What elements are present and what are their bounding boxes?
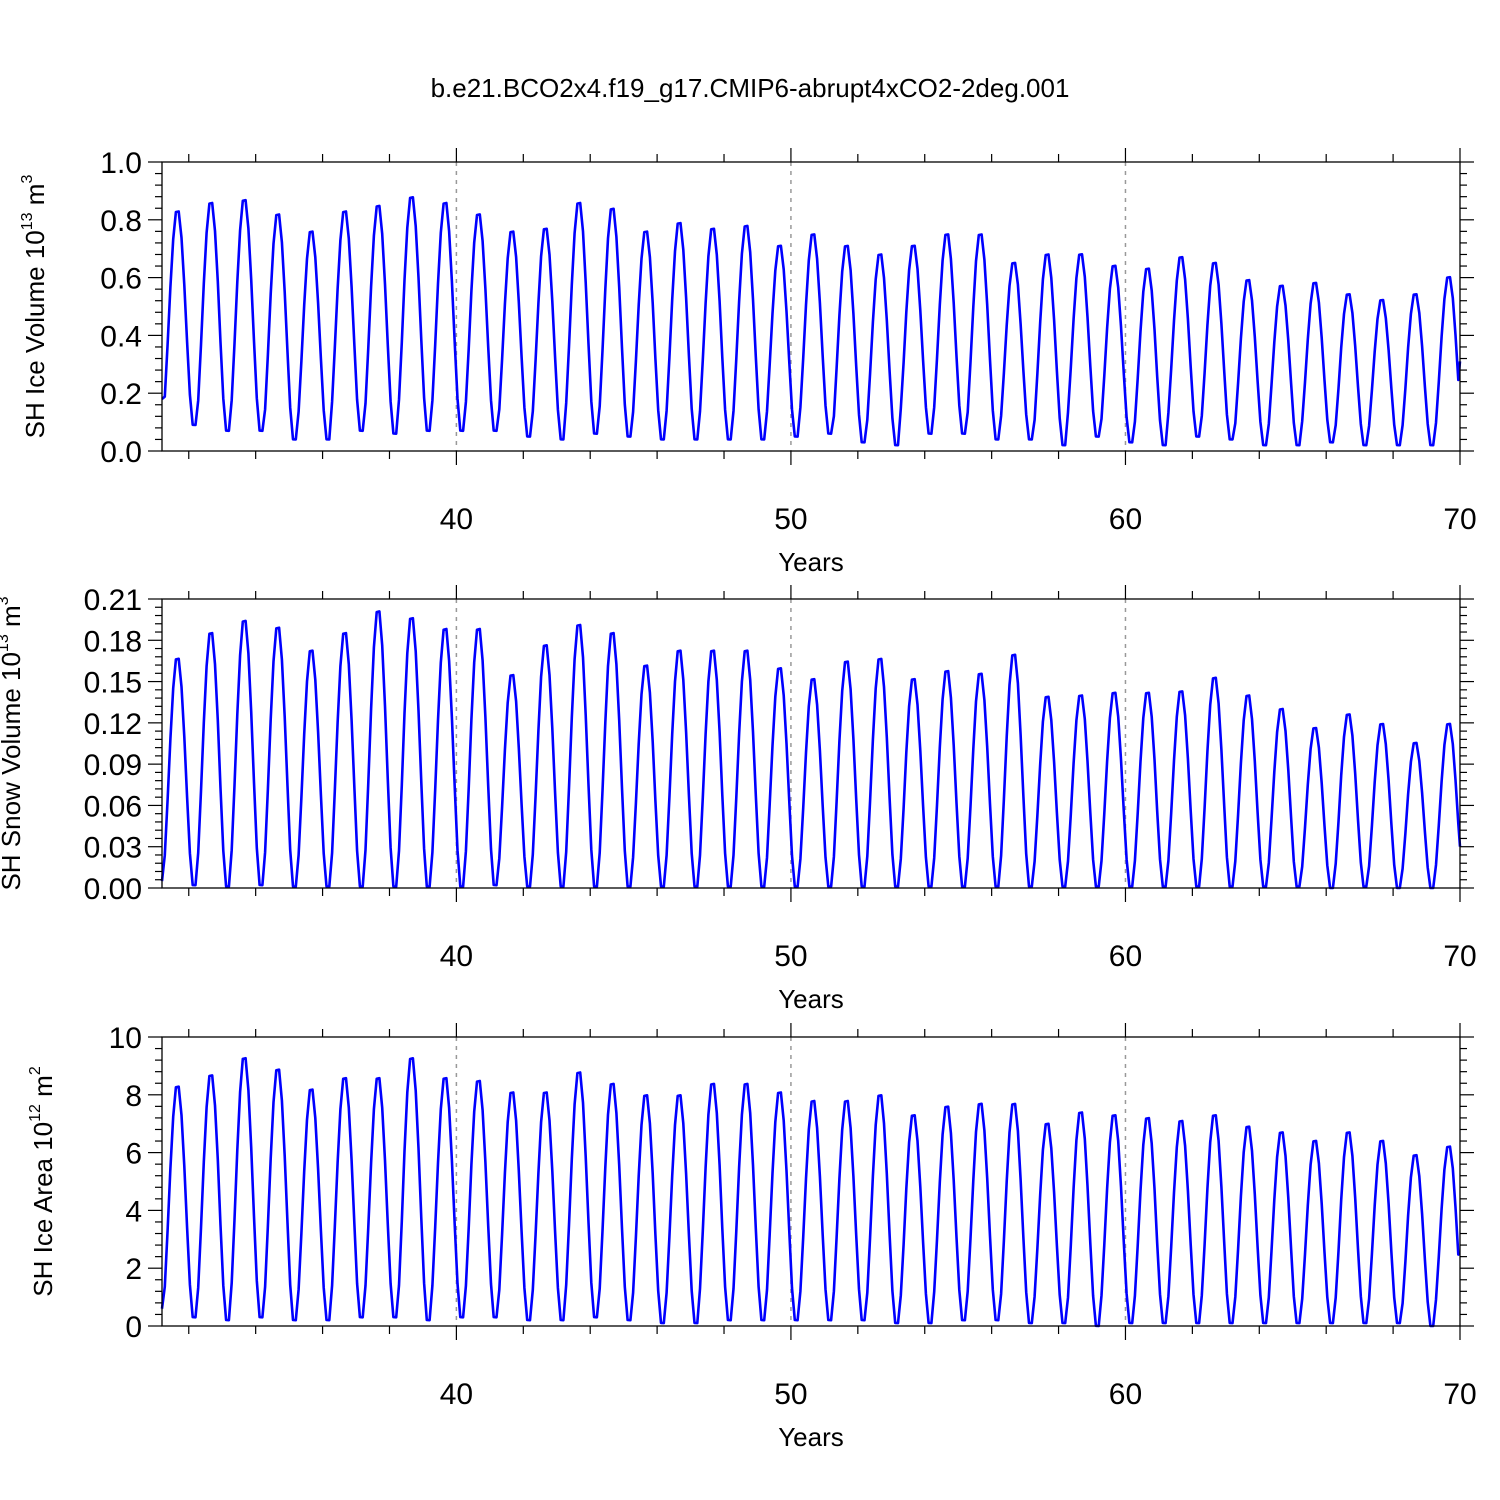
y-tick-label: 0.0 bbox=[100, 436, 142, 469]
x-tick-label: 40 bbox=[440, 503, 473, 536]
y-tick-label: 0.06 bbox=[84, 790, 142, 823]
y-tick-label: 0.15 bbox=[84, 667, 142, 700]
y-tick-label: 0.00 bbox=[84, 873, 142, 906]
y-axis-label-exponent: 12 bbox=[27, 1104, 44, 1122]
plot-frame bbox=[161, 161, 1461, 452]
x-tick-label: 40 bbox=[440, 1378, 473, 1411]
plot-frame bbox=[161, 1036, 1461, 1327]
x-axis-label: Years bbox=[778, 984, 844, 1014]
y-axis-label-exponent: 13 bbox=[0, 634, 12, 652]
y-tick-label: 0.03 bbox=[84, 832, 142, 865]
y-axis-label-text: SH Ice Volume 10 bbox=[20, 230, 50, 438]
y-tick-label: 6 bbox=[125, 1138, 142, 1171]
x-tick-label: 60 bbox=[1109, 940, 1142, 973]
y-tick-label: 0.6 bbox=[100, 263, 142, 296]
y-axis-label-text: m bbox=[0, 605, 26, 634]
y-axis-label-exponent: 3 bbox=[0, 596, 12, 605]
y-tick-label: 8 bbox=[125, 1080, 142, 1113]
y-axis-label: SH Ice Area 1012 m2 bbox=[27, 1066, 58, 1297]
y-tick-label: 4 bbox=[125, 1195, 142, 1228]
y-axis-label-text: m bbox=[20, 184, 50, 213]
x-axis-label: Years bbox=[778, 1422, 844, 1452]
y-tick-label: 0.12 bbox=[84, 708, 142, 741]
y-axis-label-exponent: 2 bbox=[27, 1066, 44, 1075]
x-tick-label: 50 bbox=[774, 940, 807, 973]
y-axis-label-text: m bbox=[28, 1075, 58, 1104]
x-tick-label: 70 bbox=[1443, 940, 1476, 973]
y-tick-label: 0 bbox=[125, 1311, 142, 1344]
x-tick-label: 50 bbox=[774, 503, 807, 536]
figure-title: b.e21.BCO2x4.f19_g17.CMIP6-abrupt4xCO2-2… bbox=[431, 73, 1070, 103]
x-tick-label: 60 bbox=[1109, 503, 1142, 536]
x-tick-label: 70 bbox=[1443, 503, 1476, 536]
y-axis-label-text: SH Ice Area 10 bbox=[28, 1122, 58, 1297]
y-axis-label-text: SH Snow Volume 10 bbox=[0, 652, 26, 890]
x-tick-label: 60 bbox=[1109, 1378, 1142, 1411]
x-tick-label: 70 bbox=[1443, 1378, 1476, 1411]
y-tick-label: 0.18 bbox=[84, 625, 142, 658]
y-tick-label: 0.4 bbox=[100, 320, 142, 353]
y-axis-label: SH Ice Volume 1013 m3 bbox=[19, 175, 50, 439]
y-tick-label: 0.21 bbox=[84, 584, 142, 617]
y-tick-label: 1.0 bbox=[100, 147, 142, 180]
plot-frame bbox=[161, 598, 1461, 889]
y-tick-label: 0.09 bbox=[84, 749, 142, 782]
y-tick-label: 0.8 bbox=[100, 205, 142, 238]
x-axis-label: Years bbox=[778, 547, 844, 577]
panel-snow-volume: 0.00 0.03 0.06 0.09 0.12 0.15 0.18 0.21 40 50 60 70… bbox=[0, 584, 1477, 1014]
x-tick-label: 50 bbox=[774, 1378, 807, 1411]
y-axis-label-exponent: 3 bbox=[19, 175, 36, 184]
series-line bbox=[160, 610, 1462, 890]
y-tick-label: 10 bbox=[109, 1022, 142, 1055]
y-axis-label: SH Snow Volume 1013 m3 bbox=[0, 596, 26, 890]
y-tick-label: 0.2 bbox=[100, 378, 142, 411]
panel-ice-volume: 0.0 0.2 0.4 0.6 0.8 1.0 40 50 60 70 Years SH Ice Vo… bbox=[19, 147, 1477, 577]
x-tick-label: 40 bbox=[440, 940, 473, 973]
series-line bbox=[160, 1056, 1461, 1328]
y-tick-label: 2 bbox=[125, 1253, 142, 1286]
series-line bbox=[161, 196, 1462, 447]
y-axis-label-exponent: 13 bbox=[19, 212, 36, 230]
